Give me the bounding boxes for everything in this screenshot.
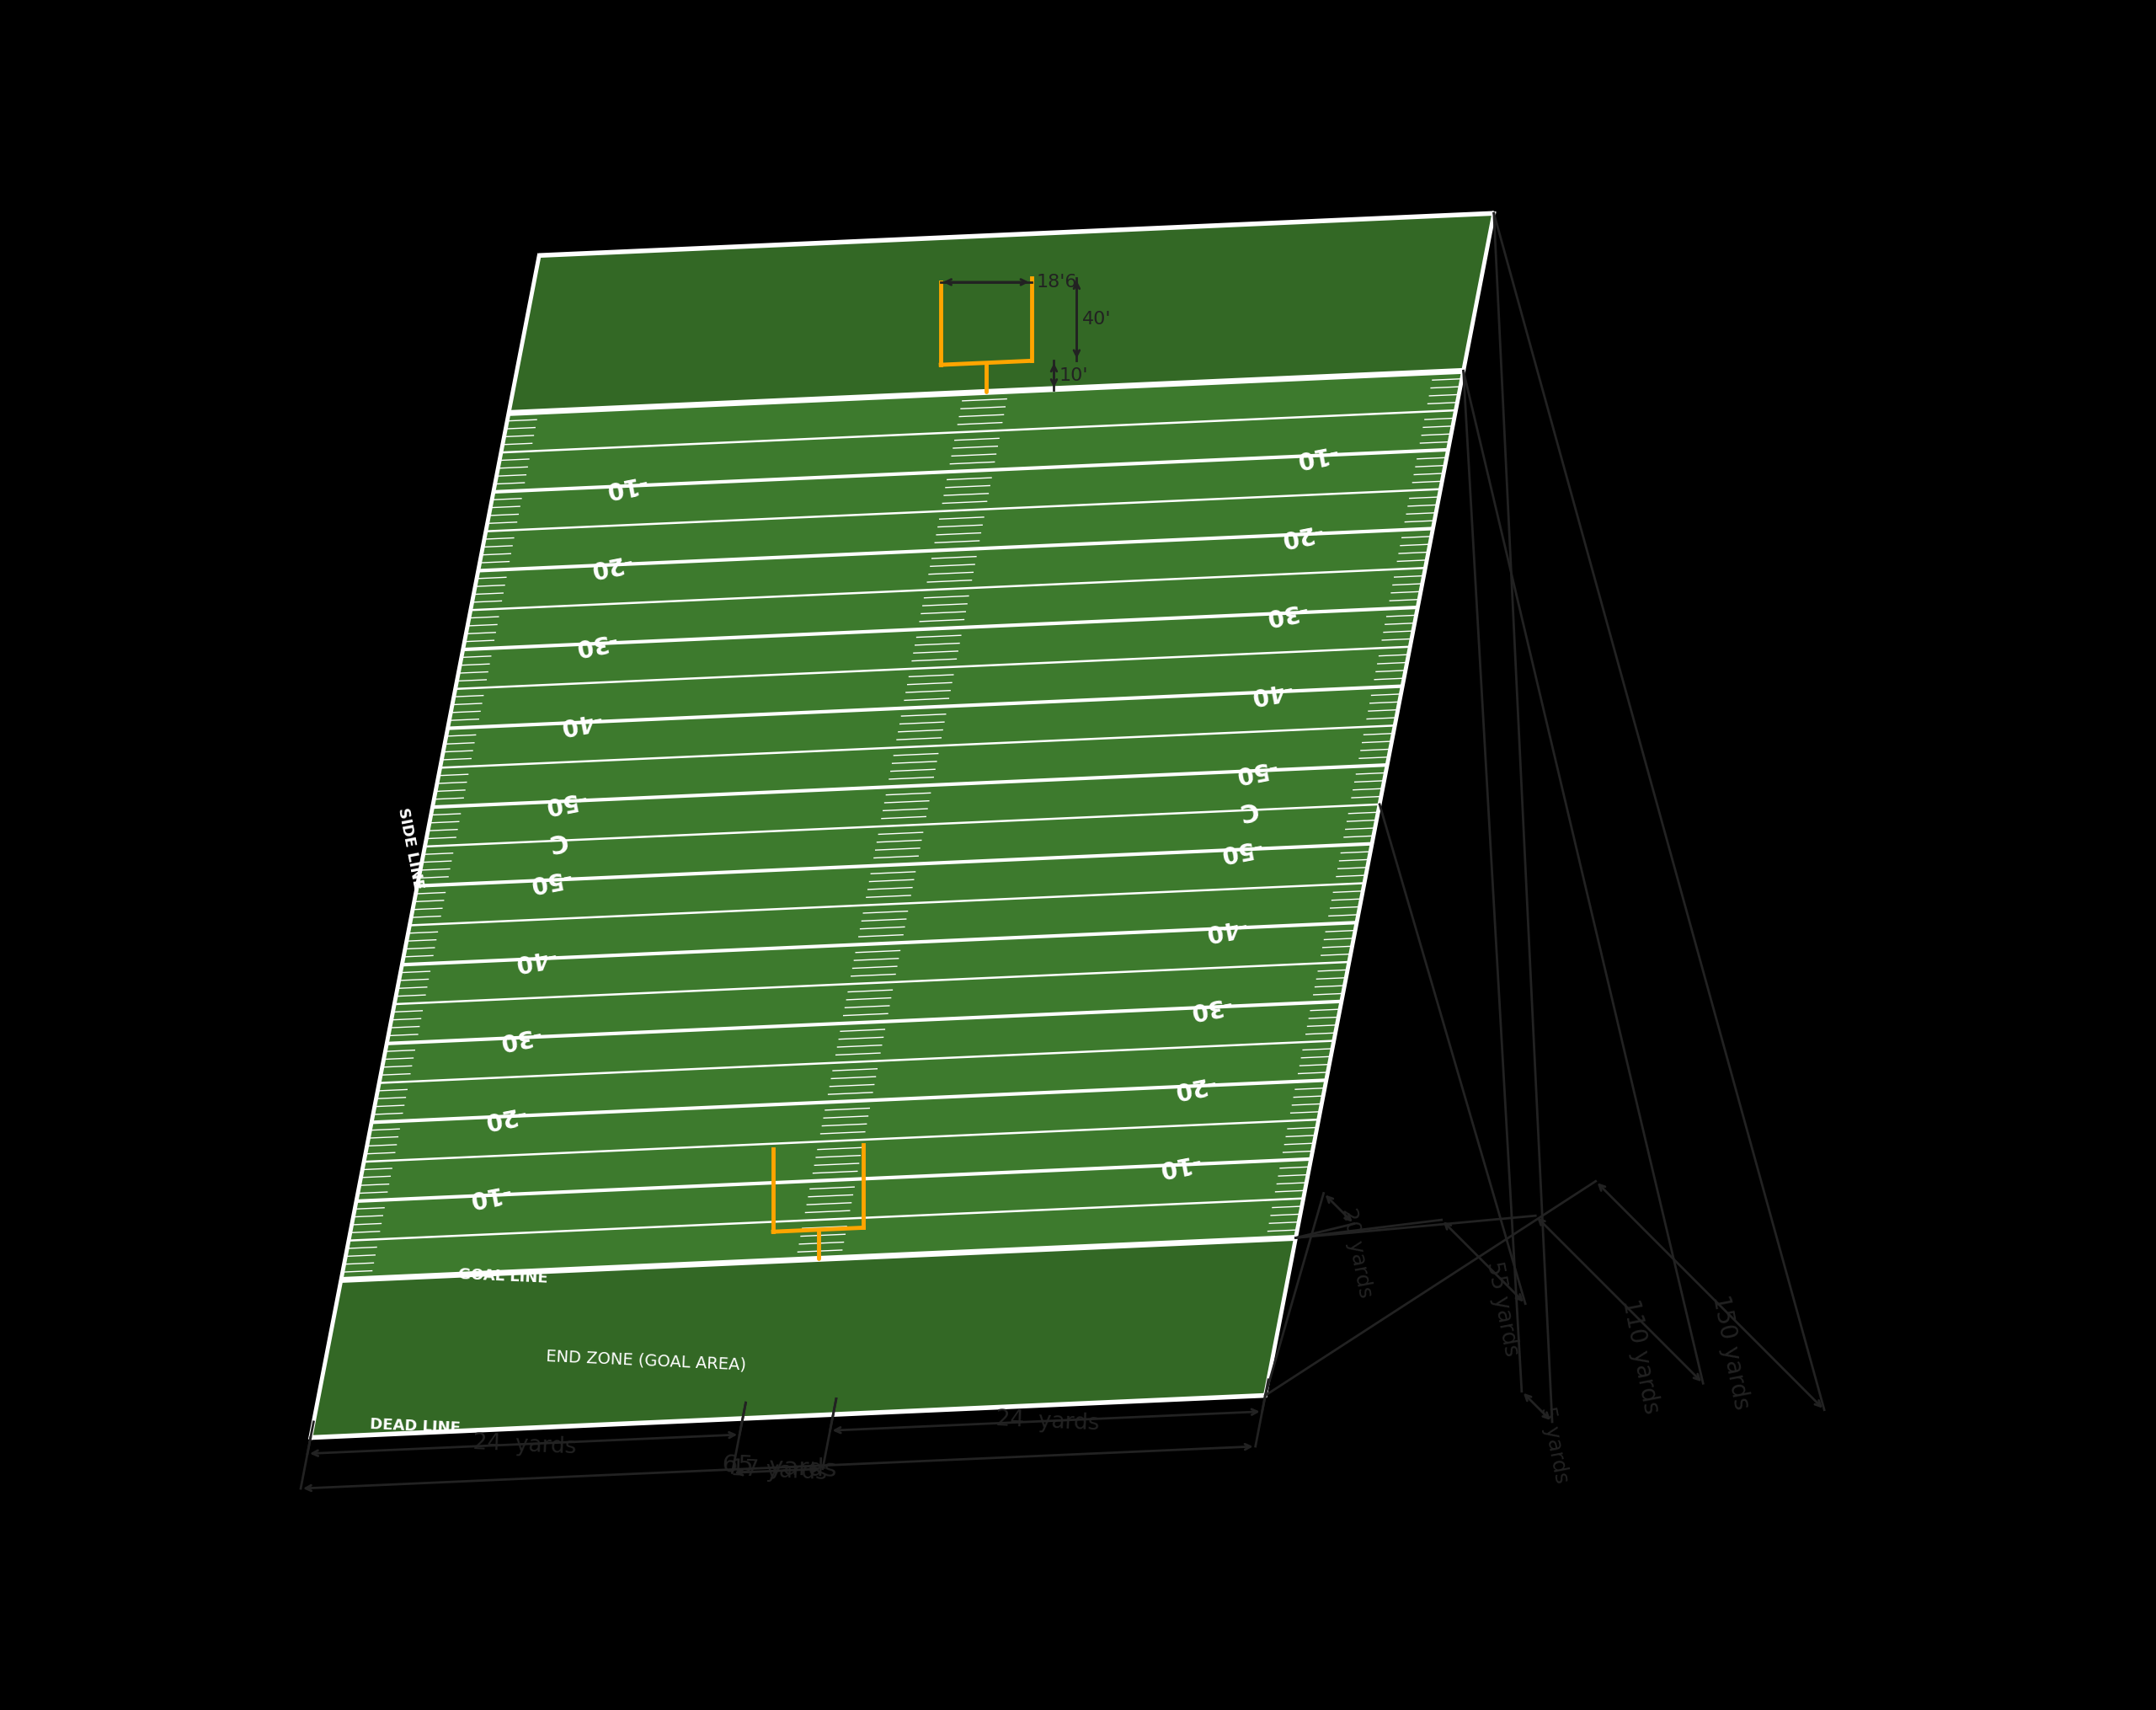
Text: 20 yards: 20 yards [1339,1206,1376,1300]
Text: 18'6: 18'6 [1037,274,1078,291]
Text: -30: -30 [496,1023,541,1053]
Text: -30: -30 [571,628,619,660]
Text: 10': 10' [1059,368,1089,383]
Polygon shape [310,1238,1296,1438]
Text: 55 yards: 55 yards [1483,1259,1522,1358]
Text: -50: -50 [526,865,573,896]
Text: C: C [545,828,569,855]
Text: GOAL LINE: GOAL LINE [459,1267,548,1286]
Text: 5 yards: 5 yards [1537,1404,1572,1484]
Text: -20: -20 [1279,518,1324,551]
Text: 24  yards: 24 yards [996,1409,1100,1435]
Text: C: C [1235,797,1259,824]
Text: 110 yards: 110 yards [1617,1296,1662,1416]
Text: -10: -10 [1156,1149,1201,1180]
Text: 150 yards: 150 yards [1708,1293,1753,1412]
Text: -20: -20 [481,1101,526,1132]
Text: END ZONE (GOAL AREA): END ZONE (GOAL AREA) [545,1347,746,1373]
Text: -20: -20 [1171,1070,1218,1101]
Text: 65  yards: 65 yards [722,1454,837,1483]
Text: 17 yards: 17 yards [731,1459,828,1484]
Text: -10: -10 [466,1180,511,1211]
Text: DEAD LINE: DEAD LINE [369,1416,461,1436]
Text: -20: -20 [586,549,634,580]
Text: -30: -30 [1186,992,1233,1023]
Text: -40: -40 [556,706,604,739]
Text: SIDE LINE: SIDE LINE [395,805,425,891]
Text: -30: -30 [1263,597,1309,629]
Text: -50: -50 [541,785,589,817]
Text: -40: -40 [511,944,556,975]
Text: 40': 40' [1082,311,1110,328]
Text: -10: -10 [1294,439,1339,472]
Text: -40: -40 [1246,677,1294,708]
Polygon shape [509,214,1494,414]
Text: -10: -10 [604,470,649,501]
Text: 24  yards: 24 yards [472,1431,578,1459]
Text: -40: -40 [1201,913,1248,944]
Text: -50: -50 [1231,756,1279,787]
Text: -50: -50 [1216,834,1263,865]
Polygon shape [310,214,1494,1438]
